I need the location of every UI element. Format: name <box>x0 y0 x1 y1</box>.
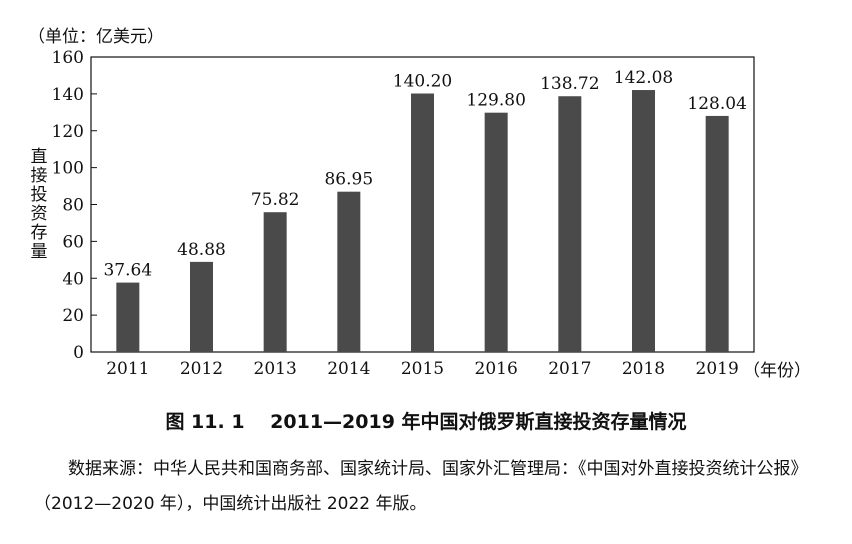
bar-chart: 0 20 40 60 80 100 120 140 160 37.64 2011 48.88 2012 7… <box>52 48 755 379</box>
bar <box>190 261 213 352</box>
x-tick-label: 2012 <box>180 359 223 379</box>
x-tick-label: 2013 <box>254 359 297 379</box>
bar <box>411 93 434 352</box>
x-tick-label: 2016 <box>475 359 518 379</box>
x-tick-label: 2019 <box>696 359 739 379</box>
bar <box>116 282 140 352</box>
x-tick-label: 2011 <box>106 359 149 379</box>
unit-label: （单位：亿美元） <box>28 27 164 47</box>
source-note: 数据来源：中华人民共和国商务部、国家统计局、国家外汇管理局：《中国对外直接投资统… <box>34 459 808 514</box>
x-axis-unit-label: （年份） <box>743 361 811 381</box>
y-tick-label: 20 <box>62 306 84 326</box>
figure-caption: 图 11. 1 2011—2019 年中国对俄罗斯直接投资存量情况 <box>165 411 687 433</box>
bar-value-label: 142.08 <box>614 68 673 88</box>
y-tick-label: 40 <box>62 269 84 289</box>
bar <box>558 96 582 352</box>
bar <box>484 112 508 353</box>
bar-value-label: 140.20 <box>393 72 452 92</box>
bar-value-label: 48.88 <box>177 240 226 260</box>
bar-value-label: 128.04 <box>687 94 746 114</box>
x-tick-label: 2017 <box>548 359 591 379</box>
bar-value-label: 129.80 <box>466 91 525 111</box>
bar-value-label: 86.95 <box>324 170 373 190</box>
bar <box>337 191 361 352</box>
y-tick-label: 80 <box>62 196 84 216</box>
y-axis-label: 直接投资存量 <box>30 147 48 262</box>
x-tick-label: 2015 <box>401 359 444 379</box>
y-tick-label: 60 <box>62 232 84 252</box>
x-tick-label: 2018 <box>622 359 665 379</box>
bar <box>705 115 729 353</box>
y-tick-label: 140 <box>52 85 84 105</box>
y-tick-label: 160 <box>52 48 84 68</box>
y-tick-label: 100 <box>52 159 84 179</box>
y-tick-label: 120 <box>52 122 84 142</box>
bar <box>263 212 287 352</box>
bar-value-label: 75.82 <box>251 190 300 210</box>
x-tick-label: 2014 <box>327 359 370 379</box>
bar-value-label: 37.64 <box>103 261 152 281</box>
bar-value-label: 138.72 <box>540 74 599 94</box>
y-tick-label: 0 <box>73 343 84 363</box>
bar <box>632 90 655 352</box>
